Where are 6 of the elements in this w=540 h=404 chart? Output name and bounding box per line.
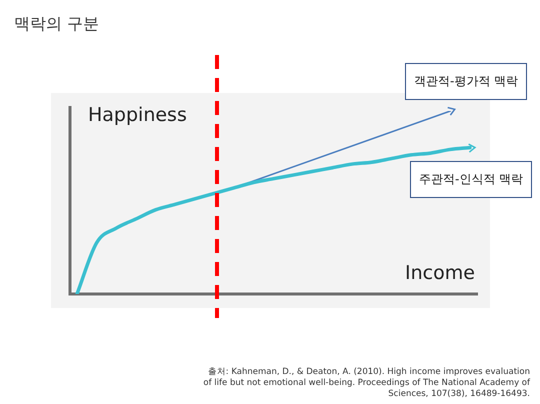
chart-title: 맥락의 구분: [14, 14, 100, 35]
series-label: 주관적-인식적 맥락: [410, 161, 532, 198]
source-note: 출처: Kahneman, D., & Deaton, A. (2010). High income improves evaluation of life but not emotional well-being. Proceedings of The National Academy of Sciences, 107(38), 16489-16493.: [202, 367, 530, 400]
text: 객관적-평가적 맥락: [405, 63, 528, 100]
y-axis-title: Happiness: [88, 104, 187, 126]
x-axis-title: Income: [405, 262, 475, 284]
